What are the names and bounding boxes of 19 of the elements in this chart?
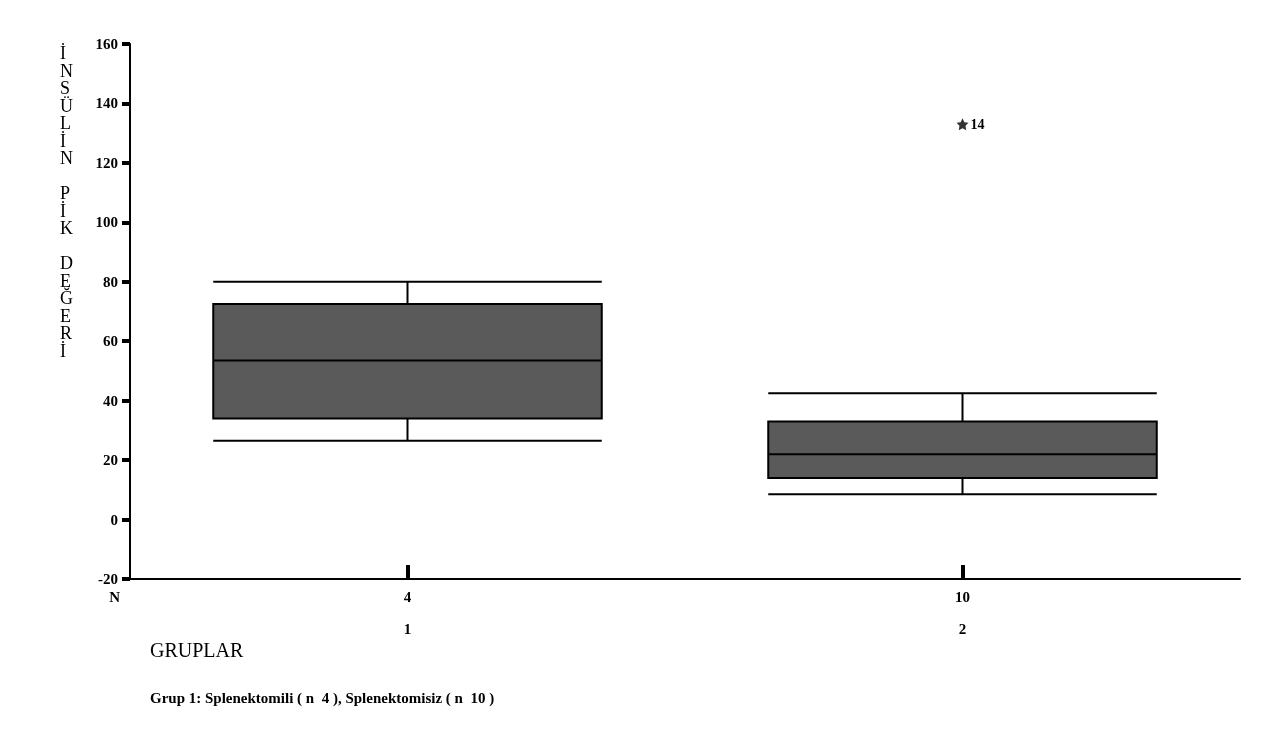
text: N [109,588,121,605]
y-tick-label: 120 [95,154,118,171]
y-tick-label: 60 [103,333,118,350]
text: 10 [955,588,970,605]
x-tick-label: 1 [403,620,412,637]
text: Grup 1: Splenektomili ( n 4 ), Splenektomisiz ( n 10 ) [150,689,495,707]
text: 4 [403,588,412,605]
y-tick-label: 140 [95,95,118,112]
y-tick-label: 40 [103,392,118,409]
y-tick-label: 0 [110,511,118,528]
y-tick-label: 160 [95,36,118,52]
y-tick-label: 100 [95,214,118,231]
annotation: 14 [970,116,985,132]
y-tick-label: 80 [103,273,118,290]
x-axis-title: GRUPLAR [150,639,245,661]
y-tick-label: -20 [98,571,118,587]
x-tick-label: 2 [958,620,967,637]
y-tick-label: 20 [103,452,118,469]
text: İNSÜLİN PİK DEĞERİ [60,43,73,361]
